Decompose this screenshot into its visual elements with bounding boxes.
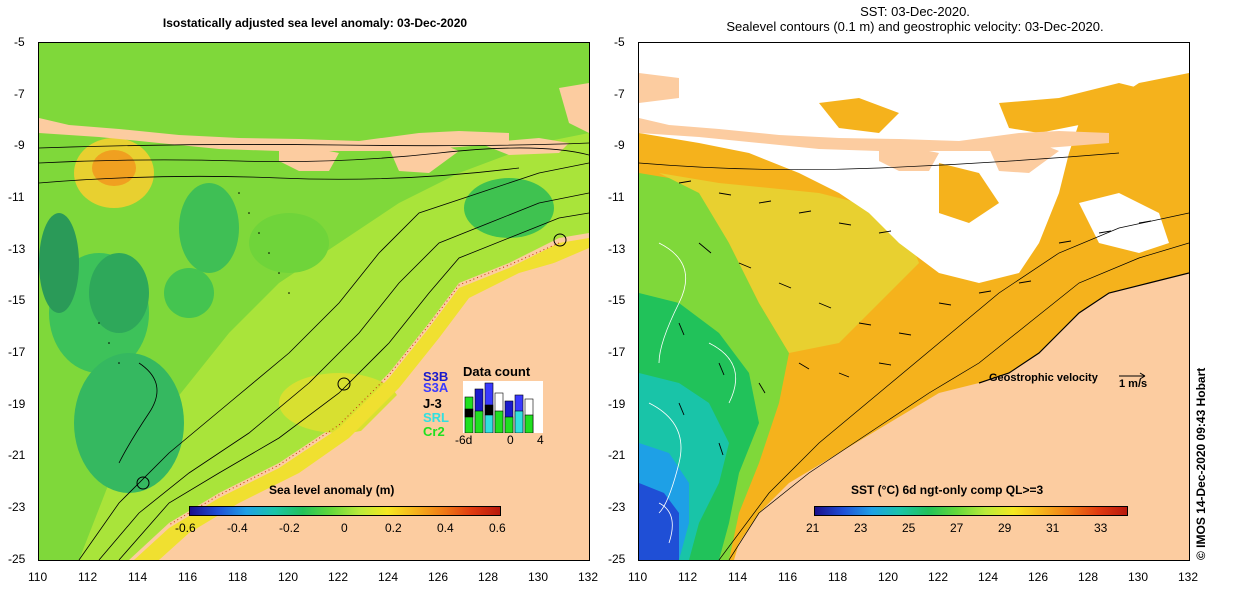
lat-tick: -13 xyxy=(608,242,626,256)
lat-tick: -17 xyxy=(608,345,626,359)
lon-tick: 132 xyxy=(1178,570,1199,584)
lon-tick: 126 xyxy=(1028,570,1049,584)
left-colorbar-tick: -0.4 xyxy=(227,521,248,535)
right-colorbar-tick: 23 xyxy=(854,521,868,535)
lat-tick: -11 xyxy=(608,190,625,204)
tide-gauge-marker xyxy=(553,233,567,247)
lat-tick: -19 xyxy=(8,397,26,411)
lat-tick: -9 xyxy=(14,138,25,152)
data-count-tick: -6d xyxy=(455,433,473,447)
left-colorbar-tick: -0.6 xyxy=(175,521,196,535)
lon-tick: 110 xyxy=(628,570,648,584)
lon-tick: 124 xyxy=(378,570,399,584)
lon-tick: 114 xyxy=(128,570,148,584)
right-colorbar-tick: 31 xyxy=(1046,521,1060,535)
left-colorbar-tick: 0.4 xyxy=(437,521,454,535)
lat-tick: -15 xyxy=(8,293,26,307)
lon-tick: 126 xyxy=(428,570,449,584)
right-colorbar-tick: 27 xyxy=(950,521,964,535)
velocity-scale-label: 1 m/s xyxy=(1119,378,1148,390)
lon-tick: 118 xyxy=(228,570,248,584)
left-colorbar-tick: -0.2 xyxy=(279,521,300,535)
lon-tick: 128 xyxy=(478,570,499,584)
lat-tick: -5 xyxy=(614,35,625,49)
lat-tick: -19 xyxy=(608,397,626,411)
right-map-panel: Geostrophic velocity 1 m/s SST (°C) 6d n… xyxy=(638,42,1190,561)
lon-tick: 120 xyxy=(278,570,299,584)
right-map-title-line1: SST: 03-Dec-2020. xyxy=(860,4,970,19)
lat-tick: -13 xyxy=(8,242,26,256)
satellite-cr2: Cr2 xyxy=(423,424,445,439)
lat-tick: -25 xyxy=(608,552,626,566)
lon-tick: 118 xyxy=(828,570,848,584)
data-count-tick: 0 xyxy=(507,433,514,447)
lat-tick: -23 xyxy=(608,500,626,514)
tide-gauge-marker xyxy=(337,377,351,391)
left-map-panel: Data count S3B S3A J-3 SRL Cr2 -6d 0 xyxy=(38,42,590,561)
left-colorbar-tick: 0 xyxy=(341,521,348,535)
lat-tick: -9 xyxy=(614,138,625,152)
left-colorbar-tick: 0.6 xyxy=(489,521,506,535)
data-count-histogram xyxy=(463,381,543,433)
lat-tick: -15 xyxy=(608,293,626,307)
lon-tick: 124 xyxy=(978,570,999,584)
lat-tick: -5 xyxy=(14,35,25,49)
lon-tick: 110 xyxy=(28,570,48,584)
right-colorbar-tick: 25 xyxy=(902,521,916,535)
lat-tick: -23 xyxy=(8,500,26,514)
right-colorbar-tick: 29 xyxy=(998,521,1012,535)
right-colorbar-tick: 33 xyxy=(1094,521,1108,535)
lon-tick: 112 xyxy=(78,570,98,584)
lat-tick: -7 xyxy=(614,87,625,101)
data-count-axis: -6d 0 4 xyxy=(455,433,555,447)
satellite-j3: J-3 xyxy=(423,396,442,411)
satellite-s3a: S3A xyxy=(423,380,449,395)
left-colorbar-label: Sea level anomaly (m) xyxy=(269,483,395,497)
data-count-tick: 4 xyxy=(537,433,544,447)
right-map-title-line2: Sealevel contours (0.1 m) and geostrophi… xyxy=(726,19,1104,34)
data-count-title: Data count xyxy=(463,364,531,379)
lon-tick: 122 xyxy=(328,570,349,584)
lon-tick: 122 xyxy=(928,570,949,584)
right-colorbar-ticks: 21 23 25 27 29 31 33 xyxy=(806,521,1126,537)
lon-tick: 114 xyxy=(728,570,748,584)
lon-tick: 112 xyxy=(678,570,698,584)
lat-tick: -11 xyxy=(8,190,25,204)
data-count-satellite-list: S3B S3A J-3 SRL Cr2 xyxy=(423,369,463,439)
lon-tick: 128 xyxy=(1078,570,1099,584)
right-colorbar-label: SST (°C) 6d ngt-only comp QL>=3 xyxy=(851,483,1044,497)
geostrophic-velocity-label: Geostrophic velocity xyxy=(989,372,1098,384)
tide-gauge-marker xyxy=(136,476,150,490)
lon-tick: 130 xyxy=(528,570,549,584)
lon-tick: 130 xyxy=(1128,570,1149,584)
lon-tick: 116 xyxy=(778,570,798,584)
left-map-graphic xyxy=(39,43,589,560)
right-map-title: SST: 03-Dec-2020. Sealevel contours (0.1… xyxy=(640,4,1190,34)
left-colorbar-ticks: -0.6 -0.4 -0.2 0 0.2 0.4 0.6 xyxy=(175,521,515,537)
right-colorbar xyxy=(814,506,1128,516)
satellite-srl: SRL xyxy=(423,410,449,425)
lon-tick: 132 xyxy=(578,570,599,584)
lat-tick: -21 xyxy=(8,448,26,462)
left-map-title: Isostatically adjusted sea level anomaly… xyxy=(162,16,468,30)
lon-tick: 120 xyxy=(878,570,899,584)
imos-credit: © IMOS 14-Dec-2020 09:43 Hobart xyxy=(1194,367,1208,560)
satellite-s3b: S3B xyxy=(423,369,449,384)
lat-tick: -17 xyxy=(8,345,26,359)
lat-tick: -25 xyxy=(8,552,26,566)
left-colorbar xyxy=(189,506,501,516)
left-colorbar-tick: 0.2 xyxy=(385,521,402,535)
lon-tick: 116 xyxy=(178,570,198,584)
lat-tick: -7 xyxy=(14,87,25,101)
lat-tick: -21 xyxy=(608,448,626,462)
right-map-graphic xyxy=(639,43,1189,560)
right-colorbar-tick: 21 xyxy=(806,521,820,535)
